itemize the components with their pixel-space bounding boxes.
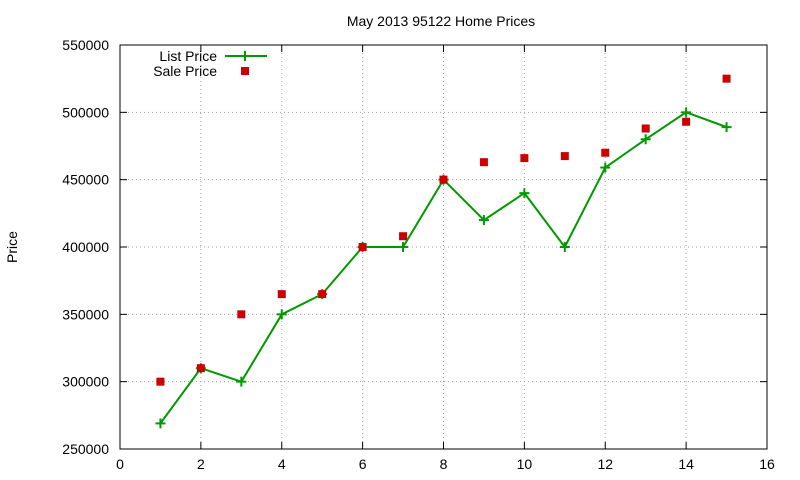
x-tick-label: 6 [359,456,367,472]
x-tick-label: 2 [197,456,205,472]
list-price-point [478,215,489,226]
list-price-point [721,122,732,133]
y-axis-label: Price [4,231,20,263]
y-tick-label: 250000 [62,441,109,457]
chart-title: May 2013 95122 Home Prices [347,13,535,29]
tick-labels: 0 2 4 6 8 10 12 14 16 250000 300000 350000 400000 450… [62,37,775,472]
grid-lines [120,45,767,449]
legend-marker-sale-price [241,67,249,75]
list-price-point [276,309,287,320]
x-tick-label: 4 [278,456,286,472]
sale-price-point [399,232,408,241]
legend: List Price Sale Price [153,48,267,79]
sale-price-point [601,148,610,157]
x-tick-label: 16 [759,456,775,472]
list-price-point [600,162,611,173]
axis-ticks [119,44,768,450]
sale-price-point [641,124,650,133]
sale-price-point [439,175,448,184]
legend-label-list-price: List Price [159,48,217,64]
list-price-point [681,107,692,118]
y-tick-label: 450000 [62,172,109,188]
legend-label-sale-price: Sale Price [153,63,217,79]
y-tick-label: 550000 [62,37,109,53]
y-tick-label: 350000 [62,306,109,322]
sale-price-point [682,117,691,126]
sale-price-point [237,310,246,319]
sale-price-point [156,377,165,386]
list-price-point [398,242,409,252]
y-tick-label: 300000 [62,374,109,390]
sale-price-point [520,154,529,163]
x-tick-label: 10 [517,456,533,472]
y-tick-label: 400000 [62,239,109,255]
sale-price-point [277,290,286,299]
x-tick-label: 12 [597,456,613,472]
legend-marker-list-price [240,51,250,61]
x-tick-label: 8 [440,456,448,472]
y-tick-label: 500000 [62,104,109,120]
x-tick-label: 14 [678,456,694,472]
x-tick-label: 0 [116,456,124,472]
sale-price-point [358,243,367,251]
list-price-point [236,376,247,387]
plot-frame [119,44,768,450]
sale-price-point [196,364,205,373]
list-price-point [640,134,651,145]
sale-price-point [318,290,327,299]
list-price-line [159,111,727,424]
sale-price-point [560,152,569,161]
sale-price-point [479,158,488,167]
list-price-point [519,188,530,199]
list-price-point [559,242,570,252]
sale-price-point [722,74,731,83]
data-series [155,74,732,429]
list-price-point [155,418,166,429]
